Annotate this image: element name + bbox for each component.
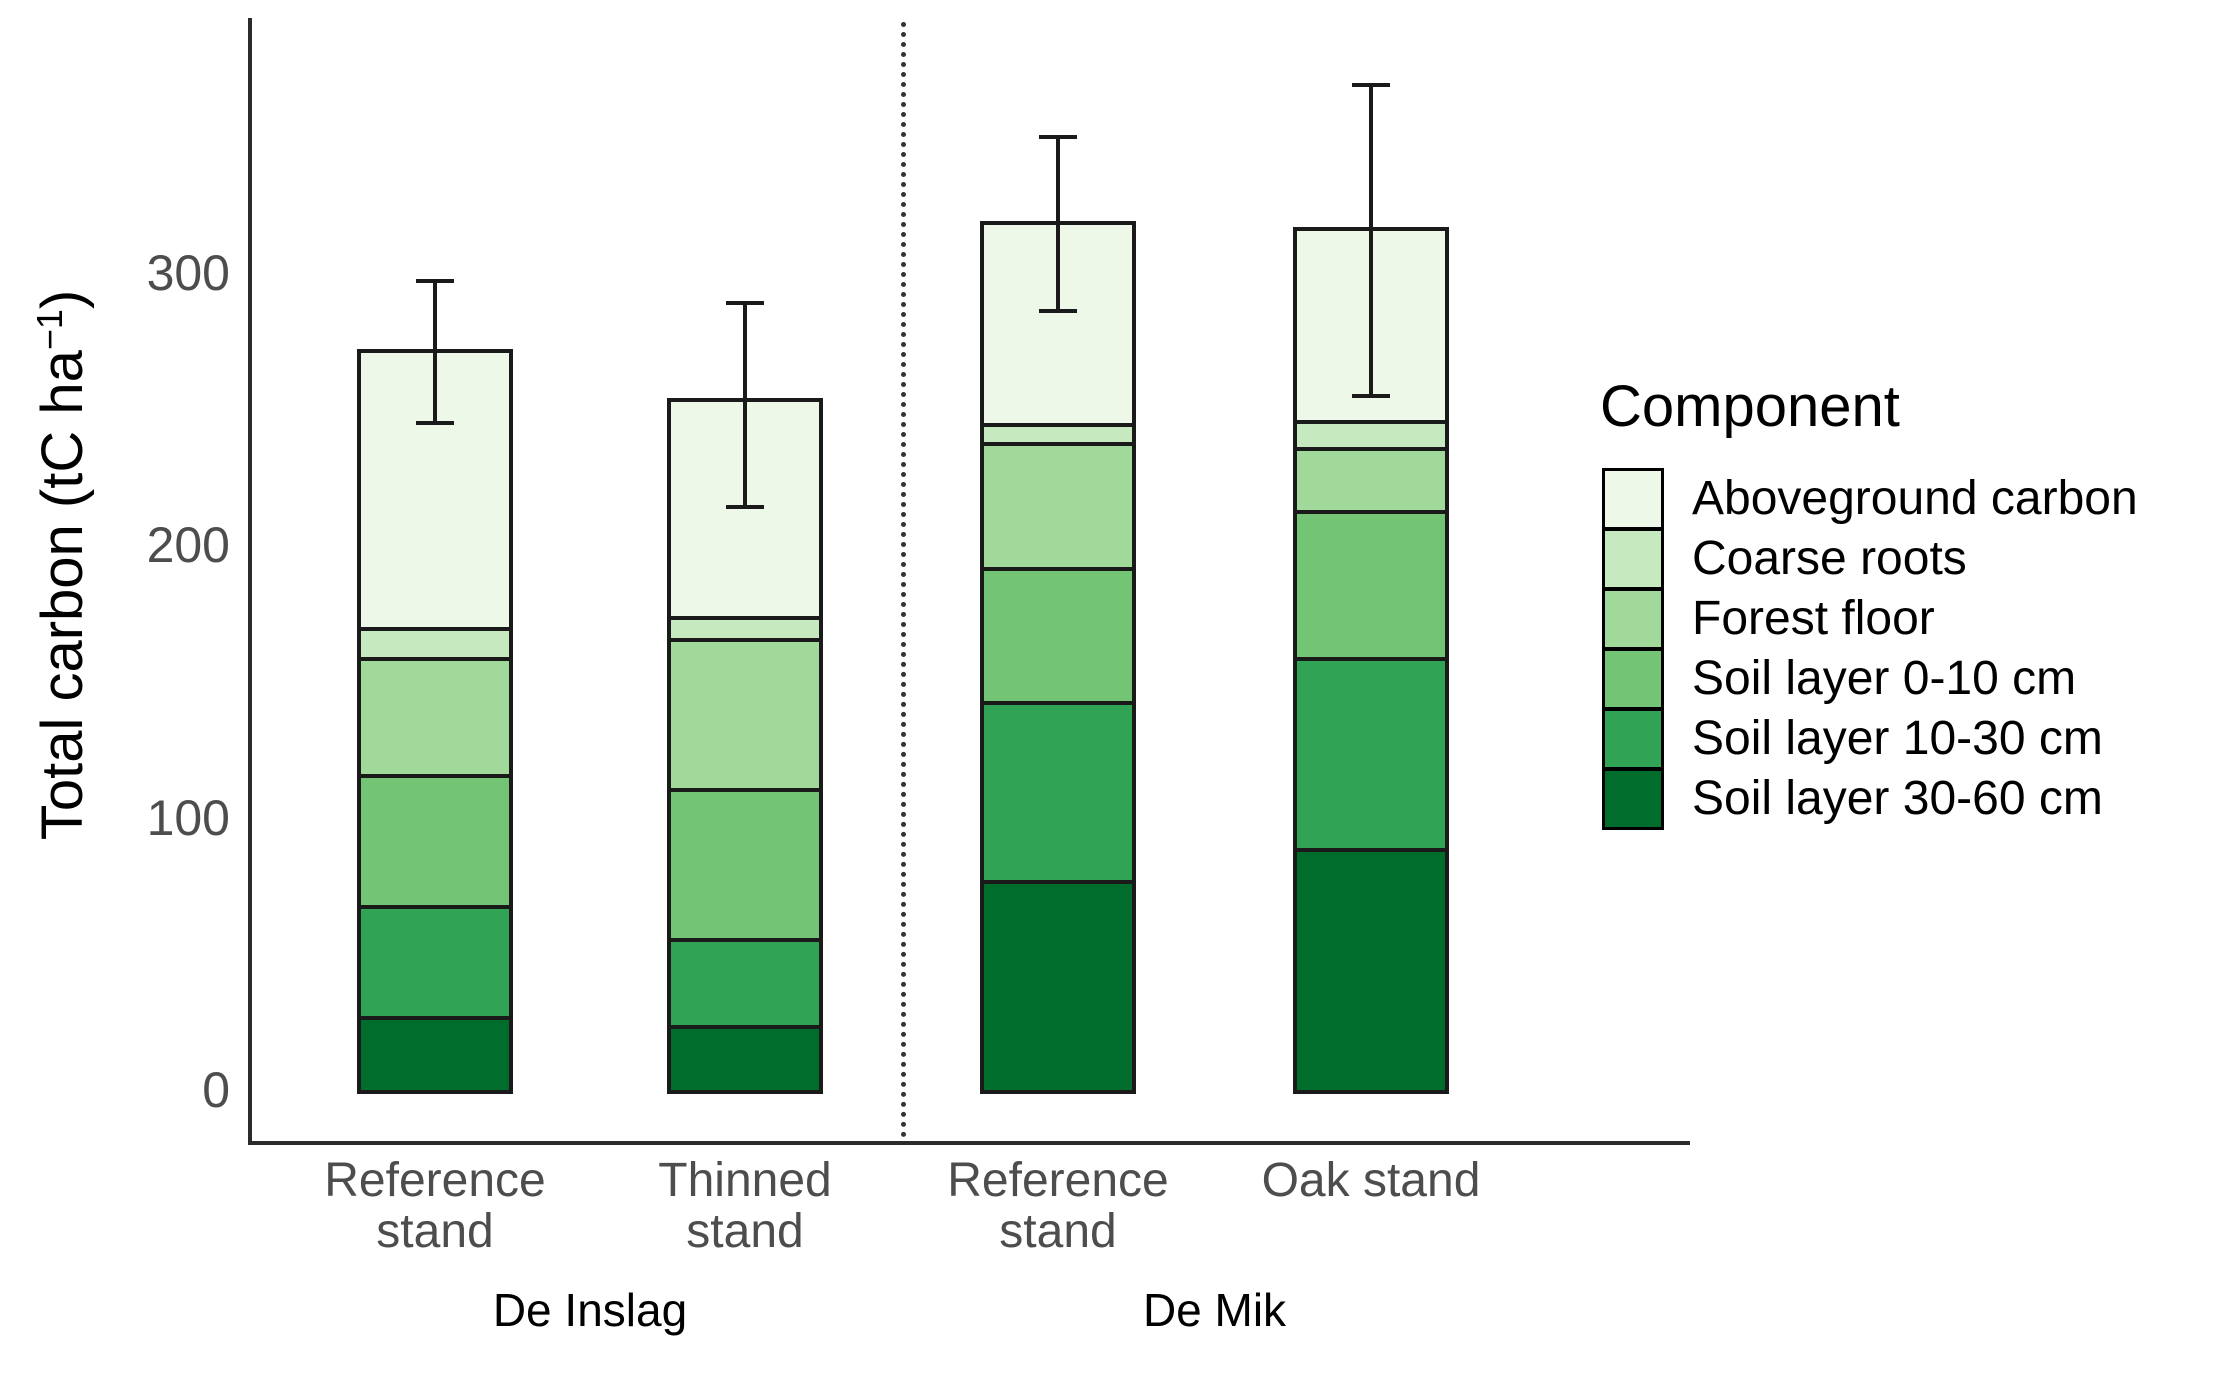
site-label-de-inslag: De Inslag [492,1284,688,1336]
site-label-de-mik: De Mik [1142,1284,1287,1336]
y-axis-title: Total carbon (tC ha−1) [28,289,96,841]
segment-forest-floor [980,442,1136,567]
segment-soil-layer-0-10-cm [1293,510,1449,657]
segment-soil-layer-0-10-cm [980,567,1136,701]
y-axis-title-main: Total carbon (tC ha [30,350,96,841]
y-tick-label-200: 200 [146,517,230,573]
segment-coarse-roots [1293,420,1449,447]
legend-label-soil-layer-10-30-cm: Soil layer 10-30 cm [1692,712,2103,765]
segment-soil-layer-10-30-cm [667,938,823,1025]
error-bar-cap-bottom [1039,309,1077,313]
legend-key-soil-layer-0-10-cm [1602,648,1664,710]
segment-forest-floor [357,657,513,774]
segment-soil-layer-10-30-cm [980,701,1136,880]
error-bar-line [743,303,747,507]
legend-label-coarse-roots: Coarse roots [1692,532,1967,585]
error-bar-cap-bottom [726,505,764,509]
x-axis-line [248,1141,1690,1145]
legend-label-soil-layer-30-60-cm: Soil layer 30-60 cm [1692,772,2103,825]
error-bar-cap-top [416,279,454,283]
error-bar-line [1056,137,1060,311]
segment-soil-layer-30-60-cm [980,880,1136,1094]
segment-soil-layer-10-30-cm [1293,657,1449,848]
legend-key-coarse-roots [1602,528,1664,590]
segment-coarse-roots [667,616,823,638]
error-bar-line [1369,85,1373,396]
legend-label-forest-floor: Forest floor [1692,592,1935,645]
x-tick-label-oak-stand: Oak stand [1261,1154,1481,1207]
error-bar-cap-top [1352,83,1390,87]
x-tick-label-thinned-stand: Thinned stand [658,1154,832,1258]
legend-key-soil-layer-10-30-cm [1602,708,1664,770]
legend-label-soil-layer-0-10-cm: Soil layer 0-10 cm [1692,652,2077,705]
error-bar-line [433,281,437,423]
y-tick-label-100: 100 [146,790,230,846]
segment-coarse-roots [980,423,1136,442]
segment-soil-layer-30-60-cm [357,1016,513,1094]
y-tick-label-0: 0 [202,1062,230,1118]
x-tick-label-reference-stand: Reference stand [947,1154,1169,1258]
legend-title: Component [1600,374,1900,439]
segment-coarse-roots [357,627,513,657]
y-axis-title-superscript: −1 [28,309,70,351]
error-bar-cap-bottom [416,421,454,425]
legend-key-soil-layer-30-60-cm [1602,768,1664,830]
error-bar-cap-bottom [1352,394,1390,398]
error-bar-cap-top [726,301,764,305]
legend-key-forest-floor [1602,588,1664,650]
legend-key-aboveground-carbon [1602,468,1664,530]
segment-soil-layer-0-10-cm [357,774,513,905]
error-bar-cap-top [1039,135,1077,139]
y-axis-title-close: ) [30,289,96,310]
segment-forest-floor [667,638,823,788]
segment-soil-layer-0-10-cm [667,788,823,938]
segment-soil-layer-10-30-cm [357,905,513,1016]
y-tick-label-300: 300 [146,245,230,301]
x-tick-label-reference-stand: Reference stand [324,1154,546,1258]
facet-separator-dotted-line [901,22,906,1138]
segment-forest-floor [1293,447,1449,510]
segment-soil-layer-30-60-cm [667,1025,823,1094]
legend-label-aboveground-carbon: Aboveground carbon [1692,472,2138,525]
segment-soil-layer-30-60-cm [1293,848,1449,1094]
y-axis-line [248,18,252,1145]
